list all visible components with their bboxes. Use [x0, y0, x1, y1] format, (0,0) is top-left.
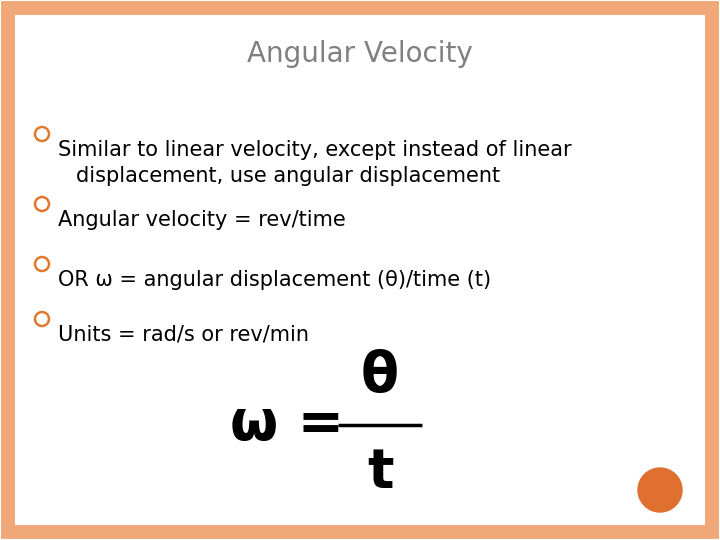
Text: displacement, use angular displacement: displacement, use angular displacement — [76, 166, 500, 186]
Text: Similar to linear velocity, except instead of linear: Similar to linear velocity, except inste… — [58, 140, 572, 160]
Text: OR ω = angular displacement (θ)/time (t): OR ω = angular displacement (θ)/time (t) — [58, 270, 491, 290]
Text: t: t — [366, 446, 393, 500]
Text: Units = rad/s or rev/min: Units = rad/s or rev/min — [58, 325, 309, 345]
Text: Angular Velocity: Angular Velocity — [247, 40, 473, 68]
Text: ω =: ω = — [230, 398, 344, 452]
Circle shape — [638, 468, 682, 512]
FancyBboxPatch shape — [8, 8, 712, 532]
Text: θ: θ — [361, 350, 399, 404]
Text: Angular velocity = rev/time: Angular velocity = rev/time — [58, 210, 346, 230]
